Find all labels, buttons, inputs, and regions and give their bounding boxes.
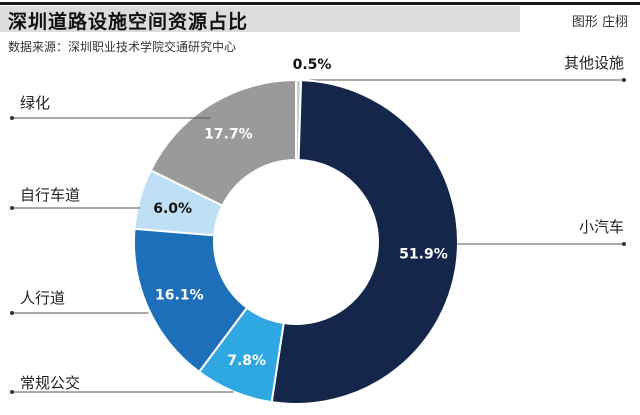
slice-percent-label: 6.0% bbox=[153, 201, 192, 217]
slice-percent-label: 17.7% bbox=[204, 126, 253, 142]
leader-dot bbox=[622, 242, 626, 246]
category-label: 人行道 bbox=[20, 289, 65, 307]
slice-percent-label: 7.8% bbox=[227, 353, 266, 369]
top-rule bbox=[0, 2, 640, 5]
leader-dot bbox=[10, 206, 14, 210]
slice-percent-label: 51.9% bbox=[399, 247, 448, 263]
chart-title: 深圳道路设施空间资源占比 bbox=[8, 11, 249, 33]
data-source: 数据来源：深圳职业技术学院交通研究中心 bbox=[8, 40, 237, 54]
category-label: 自行车道 bbox=[20, 186, 80, 204]
slice-percent-label: 16.1% bbox=[155, 288, 204, 304]
leader-dot bbox=[622, 78, 626, 82]
category-label: 小汽车 bbox=[579, 218, 624, 236]
slice-percent-label: 0.5% bbox=[293, 57, 332, 73]
category-label: 其他设施 bbox=[564, 54, 624, 72]
graphic-credit: 图形 庄栩 bbox=[571, 15, 628, 30]
leader-dot bbox=[10, 116, 14, 120]
title-bar bbox=[0, 6, 520, 32]
donut-slice bbox=[133, 227, 249, 374]
donut-slice bbox=[270, 79, 459, 405]
leader-dot bbox=[10, 390, 14, 394]
category-label: 常规公交 bbox=[20, 374, 80, 392]
category-label: 绿化 bbox=[20, 94, 50, 112]
donut-slice bbox=[149, 78, 297, 208]
leader-dot bbox=[10, 311, 14, 315]
